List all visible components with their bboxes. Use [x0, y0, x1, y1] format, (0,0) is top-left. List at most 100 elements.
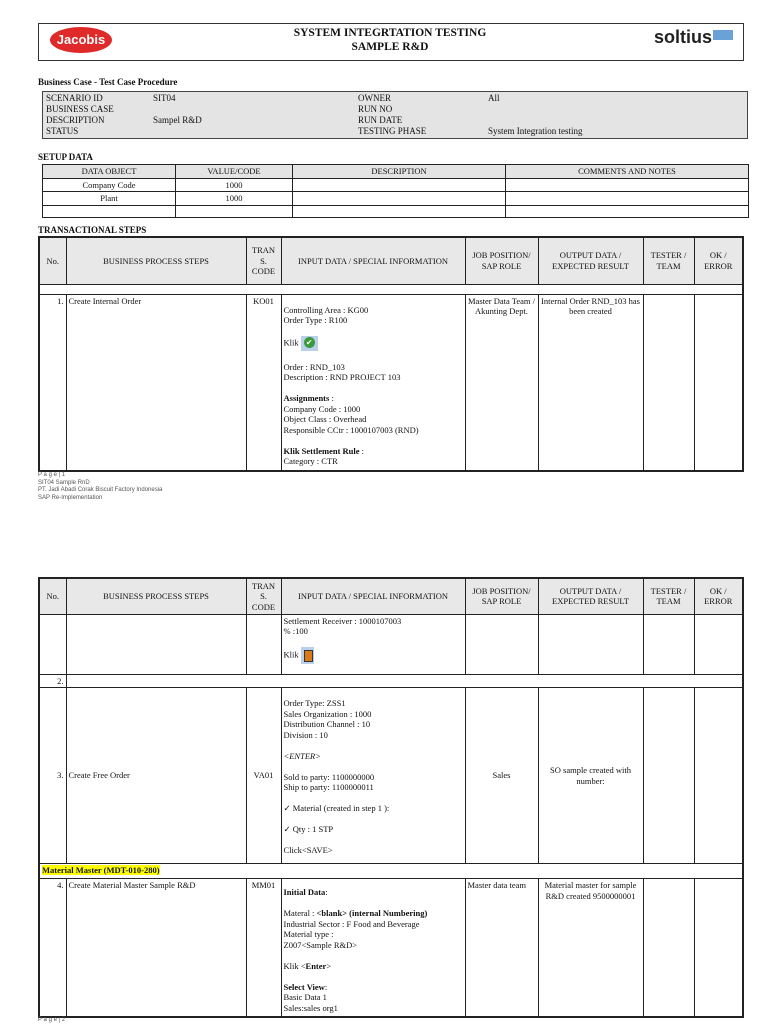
- table-row: Plant 1000: [42, 191, 749, 206]
- transaction-code: MM01: [245, 878, 282, 1017]
- column-header: OK / ERROR: [693, 236, 744, 285]
- input-line: Category : CTR: [283, 456, 338, 466]
- input-line: Click<SAVE>: [283, 845, 333, 855]
- footer-line: PT. Jadi Abadi Corak Biscuit Factory Ind…: [38, 487, 163, 493]
- setup-data-table: DATA OBJECT VALUE/CODE DESCRIPTION COMME…: [42, 164, 749, 218]
- column-header: BUSINESS PROCESS STEPS: [65, 236, 247, 285]
- table-cell: [42, 204, 176, 218]
- table-cell: [464, 613, 539, 675]
- column-header: TRAN S. CODE: [245, 236, 282, 285]
- table-header-row: No. BUSINESS PROCESS STEPS TRAN S. CODE INP…: [38, 577, 744, 615]
- column-header: INPUT DATA / SPECIAL INFORMATION: [280, 236, 466, 285]
- step-name: Create Internal Order: [65, 293, 247, 472]
- table-cell: [245, 613, 282, 675]
- table-cell: [65, 613, 247, 675]
- input-line: Order : RND_103: [283, 361, 345, 372]
- input-line: Select View:: [284, 982, 463, 993]
- settlement-rule-label: Klik Settlement Rule: [283, 445, 360, 456]
- column-header: No.: [38, 236, 67, 285]
- column-header: TESTER / TEAM: [642, 236, 695, 285]
- input-data: Initial Data: Materal : <blank> (interna…: [280, 878, 466, 1017]
- table-row: 4. Create Material Master Sample R&D MM0…: [38, 878, 744, 1017]
- colon: :: [359, 445, 365, 456]
- input-line: Description : RND PROJECT 103: [283, 372, 401, 382]
- column-header: VALUE/CODE: [175, 164, 293, 179]
- table-cell: 1000: [175, 177, 293, 192]
- checkmark-icon: ✓: [283, 824, 291, 834]
- input-line: Industrial Sector : F Food and Beverage: [283, 918, 420, 929]
- input-line: Initial Data:: [284, 887, 463, 898]
- column-header: JOB POSITION/ SAP ROLE: [464, 236, 539, 285]
- job-position: Master data team: [464, 878, 539, 1017]
- table-cell: [505, 191, 749, 206]
- colon: :: [324, 981, 328, 992]
- colon: :: [329, 393, 334, 403]
- transaction-code: VA01: [245, 687, 282, 864]
- column-header: OUTPUT DATA / EXPECTED RESULT: [537, 577, 644, 615]
- table-cell: [292, 191, 506, 206]
- step-number: 1.: [38, 293, 67, 472]
- business-case-label: BUSINESS CASE: [46, 104, 114, 114]
- input-line: Controlling Area : KG00: [283, 304, 369, 315]
- owner-value: All: [488, 93, 500, 103]
- table-cell: [175, 204, 293, 218]
- table-cell: [38, 283, 744, 295]
- job-position: Master Data Team / Akunting Dept.: [464, 293, 539, 472]
- select-view-label: Select View: [283, 981, 325, 992]
- table-row: [42, 204, 749, 218]
- table-cell: Material Master (MDT-010-280): [38, 863, 744, 879]
- input-line: Klik <Enter>: [284, 961, 463, 972]
- input-line: Ship to party: 1100000011: [283, 782, 374, 792]
- expected-result: Internal Order RND_103 has been created: [537, 293, 644, 472]
- input-line: ✓ Qty : 1 STP: [284, 824, 463, 835]
- table-row: 2.: [38, 673, 744, 688]
- run-no-label: RUN NO: [358, 104, 393, 114]
- input-text: <blank> (internal Numbering): [316, 908, 428, 918]
- soltius-logo: soltius: [654, 27, 734, 48]
- input-line: Klik: [284, 336, 463, 351]
- klik-text: Klik: [283, 337, 299, 348]
- input-line: Material type :: [283, 929, 334, 939]
- jacobis-logo: Jacobis: [50, 27, 112, 53]
- table-row: 1. Create Internal Order KO01 Controllin…: [38, 293, 744, 472]
- input-data: Settlement Receiver : 1000107003 % :100 …: [280, 613, 466, 675]
- column-header: JOB POSITION/ SAP ROLE: [464, 577, 539, 615]
- page-footer-2: P a g e | 2: [38, 1017, 66, 1023]
- table-cell: Plant: [42, 191, 176, 206]
- input-line: Object Class : Overhead: [283, 414, 367, 424]
- tester-cell: [642, 878, 695, 1017]
- transactional-steps-heading: TRANSACTIONAL STEPS: [38, 225, 147, 235]
- save-icon: [300, 647, 314, 664]
- table-row: 3. Create Free Order VA01 Order Type: ZS…: [38, 687, 744, 864]
- input-data: Order Type: ZSS1 Sales Organization : 10…: [280, 687, 466, 864]
- table-row: Company Code 1000: [42, 177, 749, 192]
- table-cell: [693, 613, 744, 675]
- page-footer-1: P a g e | 1 SIT04 Sample RnD PT. Jadi Ab…: [38, 472, 162, 502]
- owner-label: OWNER: [358, 93, 391, 103]
- table-cell: [292, 177, 506, 192]
- input-line: Assignments :: [284, 393, 463, 404]
- blank-row: [38, 283, 744, 295]
- testing-phase-value: System Integration testing: [488, 126, 583, 136]
- klik-text: Klik: [283, 649, 299, 660]
- input-line: ✓ Material (created in step 1 ):: [284, 803, 463, 814]
- step-number: 4.: [38, 878, 67, 1017]
- description-value: Sampel R&D: [153, 115, 202, 125]
- title-line-1: SYSTEM INTEGRTATION TESTING: [293, 27, 487, 39]
- column-header: DATA OBJECT: [42, 164, 176, 179]
- input-line: Company Code : 1000: [283, 403, 361, 414]
- table-row: Settlement Receiver : 1000107003 % :100 …: [38, 613, 744, 675]
- input-line: <ENTER>: [283, 750, 321, 761]
- column-header: OUTPUT DATA / EXPECTED RESULT: [537, 236, 644, 285]
- input-text: Material (created in step 1 ):: [292, 803, 390, 813]
- transaction-code: KO01: [245, 293, 282, 472]
- transactional-steps-table-page-1: No. BUSINESS PROCESS STEPS TRAN S. CODE INP…: [38, 236, 744, 472]
- input-line: Responsible CCtr : 1000107003 (RND): [283, 424, 419, 435]
- description-label: DESCRIPTION: [46, 115, 105, 125]
- step-name: Create Free Order: [65, 687, 247, 864]
- table-cell: Company Code: [42, 177, 176, 192]
- step-number: 2.: [38, 673, 67, 688]
- expected-result: SO sample created with number:: [537, 687, 644, 864]
- table-cell: [642, 613, 695, 675]
- input-line: Sold to party: 1100000000: [283, 771, 375, 782]
